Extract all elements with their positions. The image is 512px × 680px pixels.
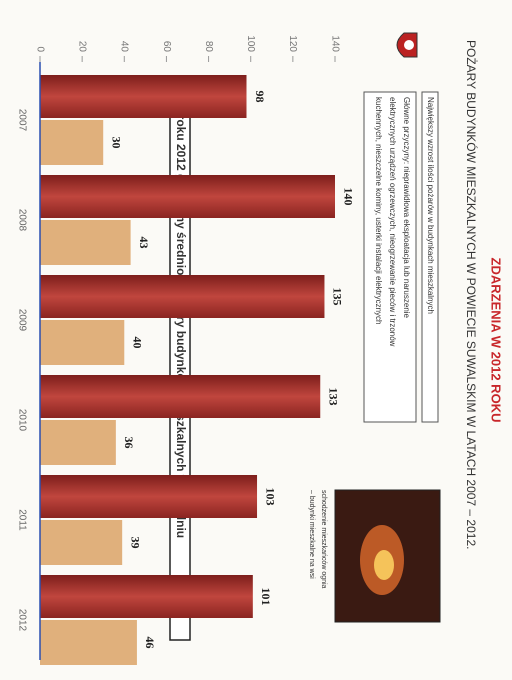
bar xyxy=(40,475,258,518)
bar xyxy=(39,620,137,665)
x-tick-label: 2010 xyxy=(16,409,27,432)
value-label: 103 xyxy=(263,488,277,506)
annotation: W roku 2012 gasiliśmy średnio 2 pożary b… xyxy=(174,100,188,538)
x-tick-label: 2012 xyxy=(16,609,27,632)
subtitle: POŻARY BUDYNKÓW MIESZKALNYCH W POWIECIE … xyxy=(464,40,479,549)
y-tick-label: 40 xyxy=(119,41,130,53)
bar xyxy=(39,320,125,365)
bar xyxy=(39,275,325,318)
rotated-slide: ZDARZENIA W 2012 ROKU POŻARY BUDYNKÓW MI… xyxy=(16,32,504,665)
value-label: 98 xyxy=(253,91,267,103)
photo-caption: schodzenie mieszkańców ognia xyxy=(320,490,327,589)
chart-title: ZDARZENIA W 2012 ROKU xyxy=(489,258,504,423)
x-tick-label: 2011 xyxy=(16,509,27,531)
value-label: 101 xyxy=(259,588,273,606)
y-tick-label: 0 xyxy=(34,46,45,52)
note-heading-box xyxy=(421,91,439,423)
y-tick-label: 60 xyxy=(161,41,172,53)
y-tick-label: 140 xyxy=(329,35,340,52)
x-tick-label: 2008 xyxy=(16,209,27,232)
logo xyxy=(396,32,418,58)
y-tick-label: 100 xyxy=(245,35,256,52)
bar xyxy=(40,120,104,165)
bar xyxy=(40,420,116,465)
bar xyxy=(40,575,253,618)
note-heading: Największy wzrost ilości pożarów w budyn… xyxy=(426,97,435,314)
value-label: 30 xyxy=(109,137,123,149)
bar xyxy=(40,375,321,418)
y-tick-label: 120 xyxy=(287,35,298,52)
bar xyxy=(40,175,335,218)
x-tick-label: 2007 xyxy=(16,109,27,132)
photo-caption: – budynki mieszkalne na wsi xyxy=(308,490,315,579)
value-label: 39 xyxy=(128,537,142,549)
bar xyxy=(40,220,131,265)
note-line: elektrycznych urządzeń ogrzewczych, nieo… xyxy=(388,97,397,347)
bar xyxy=(40,75,247,118)
photo-fire xyxy=(374,550,394,580)
note-line: Główne przyczyny: nieprawidłowa eksploat… xyxy=(402,97,411,319)
note-line: kuchennych, nieszczelne kominy, usterki … xyxy=(374,97,383,325)
value-label: 135 xyxy=(331,288,345,306)
bar xyxy=(39,520,123,565)
value-label: 43 xyxy=(137,237,151,249)
value-label: 46 xyxy=(143,637,157,649)
value-label: 140 xyxy=(341,188,355,206)
y-tick-label: 80 xyxy=(203,41,214,53)
value-label: 40 xyxy=(131,337,145,349)
note-box xyxy=(363,91,417,423)
value-label: 36 xyxy=(122,437,136,449)
y-tick-label: 20 xyxy=(77,41,88,53)
x-tick-label: 2009 xyxy=(16,309,27,332)
value-label: 133 xyxy=(327,388,341,406)
